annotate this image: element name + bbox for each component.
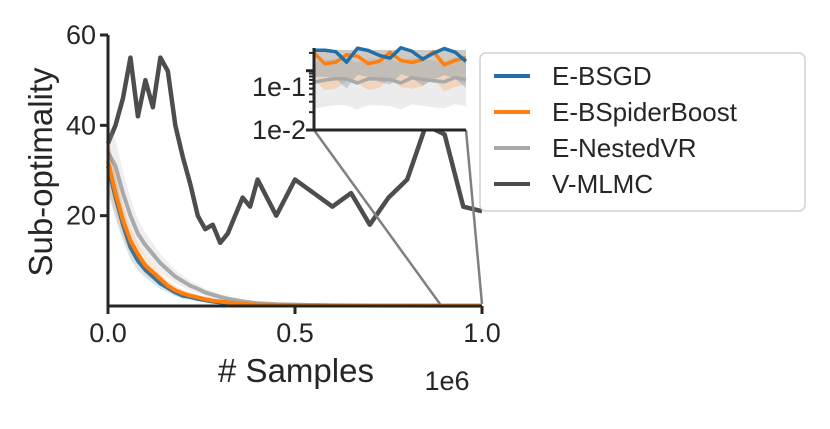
line-v-mlmc <box>105 55 483 246</box>
x-axis-title: # Samples <box>218 352 374 389</box>
zoom-connector-left <box>312 129 442 305</box>
y-axis-title: Sub-optimality <box>22 67 59 277</box>
y-ticks: 20 40 60 <box>66 20 108 231</box>
inset-band-e-nestedvr <box>314 57 466 110</box>
legend-label-v-mlmc: V-MLMC <box>552 169 653 199</box>
legend-label-e-nestedvr: E-NestedVR <box>552 133 697 163</box>
x-ticks: 0.0 0.5 1.0 <box>89 306 501 348</box>
x-tick-label: 1.0 <box>463 318 501 348</box>
y-tick-label: 20 <box>66 201 96 231</box>
inset-line-e-nestedvr <box>313 75 467 85</box>
x-offset-label: 1e6 <box>424 366 469 396</box>
zoom-connector-right <box>464 129 484 305</box>
legend-label-e-bsgd: E-BSGD <box>552 61 652 91</box>
inset-y-tick-label-upper: 1e-1 <box>252 72 306 102</box>
y-tick-label: 40 <box>66 110 96 140</box>
inset-lines <box>312 45 468 85</box>
inset-plot: 1e-1 1e-2 <box>252 45 468 145</box>
y-tick-label: 60 <box>66 20 96 50</box>
x-tick-label: 0.0 <box>89 318 127 348</box>
inset-line-e-bspiderboost <box>312 50 467 67</box>
legend-label-e-bspiderboost: E-BSpiderBoost <box>552 97 738 127</box>
inset-ticks <box>306 51 314 132</box>
x-tick-label: 0.5 <box>276 318 314 348</box>
legend: E-BSGD E-BSpiderBoost E-NestedVR V-MLMC <box>479 52 806 212</box>
inset-line-e-bsgd <box>313 45 468 64</box>
inset-background <box>314 50 466 130</box>
inset-y-tick-label-lower: 1e-2 <box>252 115 306 145</box>
legend-frame <box>479 52 806 212</box>
